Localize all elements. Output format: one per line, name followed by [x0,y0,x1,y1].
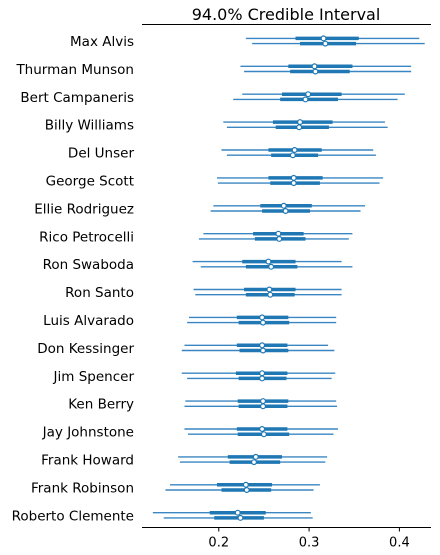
forest-row: Ron Swaboda [43,257,353,273]
forest-row: Max Alvis [70,34,425,50]
median-point [260,431,267,438]
forest-row: Rico Petrocelli [39,229,353,245]
median-point [250,459,257,466]
median-point [259,314,266,321]
row-label: Del Unser [68,146,135,162]
median-point [237,514,244,521]
median-point [275,230,282,237]
chart-title: 94.0% Credible Interval [192,5,381,24]
forest-row: Roberto Clemente [12,508,313,524]
median-point [259,426,266,433]
forest-row: Frank Howard [41,453,328,469]
row-label: Ron Swaboda [43,257,134,273]
row-label: Rico Petrocelli [39,229,134,245]
x-tick-label: 0.4 [389,536,410,551]
median-point [260,403,267,410]
median-point [266,286,273,293]
forest-row: Del Unser [68,146,376,162]
row-label: Bert Campaneris [20,90,134,106]
median-point [291,147,298,154]
row-label: Ellie Rodriguez [34,201,134,217]
row-label: George Scott [46,174,134,190]
median-point [289,152,296,159]
forest-row: George Scott [46,174,384,190]
forest-row: Frank Robinson [31,480,320,496]
forest-row: Ron Santo [65,285,342,301]
median-point [243,487,250,494]
forest-row: Billy Williams [45,118,388,134]
forest-row: Thurman Munson [15,62,412,78]
forest-row: Jay Johnstone [42,425,338,441]
median-point [260,319,267,326]
median-point [267,291,274,298]
forest-row: Ellie Rodriguez [34,201,366,217]
forest-row: Luis Alvarado [43,313,337,329]
median-point [260,347,267,354]
median-point [259,342,266,349]
row-label: Max Alvis [70,34,134,50]
median-point [276,235,283,242]
x-axis: 0.2 0.3 0.4 [208,527,410,551]
median-point [305,91,312,98]
row-label: Ken Berry [68,397,134,413]
forest-row: Bert Campaneris [20,90,405,106]
median-point [259,370,266,377]
median-point [320,35,327,42]
median-point [242,481,249,488]
row-label: Billy Williams [45,118,134,134]
forest-row: Ken Berry [68,397,338,413]
row-label: Jim Spencer [53,369,135,385]
median-point [260,398,267,405]
row-label: Don Kessinger [37,341,134,357]
median-point [290,180,297,187]
median-point [259,375,266,382]
median-point [280,202,287,209]
x-tick-label: 0.2 [208,536,229,551]
x-tick-label: 0.3 [299,536,320,551]
median-point [290,174,297,181]
row-label: Roberto Clemente [12,508,134,524]
forest-row: Don Kessinger [37,341,335,357]
forest-row: Jim Spencer [53,369,336,385]
row-label: Ron Santo [65,285,134,301]
row-label: Frank Howard [41,453,134,469]
row-label: Luis Alvarado [43,313,134,329]
median-point [302,96,309,103]
median-point [296,124,303,131]
median-point [297,119,304,126]
median-point [311,63,318,70]
row-label: Thurman Munson [15,62,134,78]
median-point [282,208,289,215]
median-point [312,68,319,75]
median-point [268,263,275,270]
median-point [322,40,329,47]
median-point [234,509,241,516]
row-label: Jay Johnstone [42,425,134,441]
row-label: Frank Robinson [31,480,134,496]
median-point [252,453,259,460]
median-point [265,258,272,265]
forest-rows: Max Alvis Thurman Munson Bert Campaneris Bi… [12,34,425,524]
